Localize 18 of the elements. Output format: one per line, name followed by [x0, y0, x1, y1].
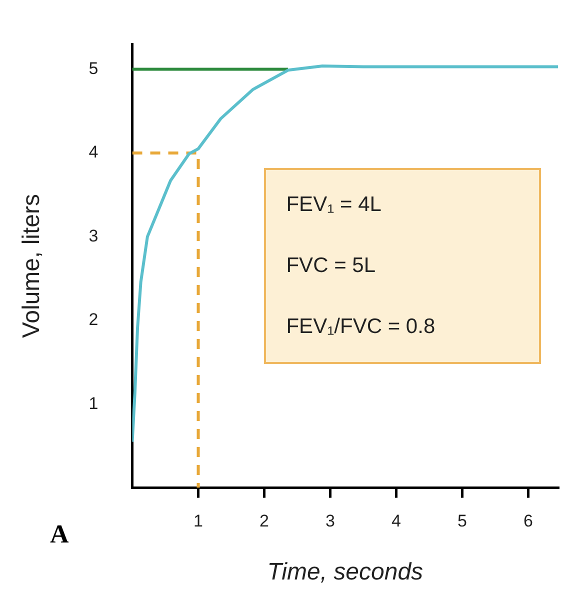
x-axis-title: Time, seconds	[267, 558, 424, 586]
y-tick-label: 2	[88, 310, 98, 330]
note-box: FEV₁ = 4L FVC = 5L FEV₁/FVC = 0.8	[264, 168, 541, 364]
annotation: FEV₁/FVC = 0.8	[286, 315, 436, 340]
y-tick-label: 4	[88, 142, 98, 162]
y-tick-label: 1	[88, 394, 98, 413]
x-tick-label: 4	[392, 512, 402, 531]
x-tick-label: 2	[260, 512, 270, 531]
x-tick-label: 6	[524, 512, 534, 531]
y-axis-title: Volume, liters	[18, 194, 46, 338]
x-tick-label: 5	[458, 512, 468, 531]
text: A	[50, 520, 69, 549]
y-tick-label: 3	[88, 226, 98, 246]
x-tick-label: 3	[326, 512, 336, 531]
annotation: FVC = 5L	[286, 254, 377, 278]
annotation: FEV₁ = 4L	[286, 192, 382, 217]
y-tick-label: 5	[88, 58, 98, 78]
x-tick-label: 1	[194, 512, 203, 531]
